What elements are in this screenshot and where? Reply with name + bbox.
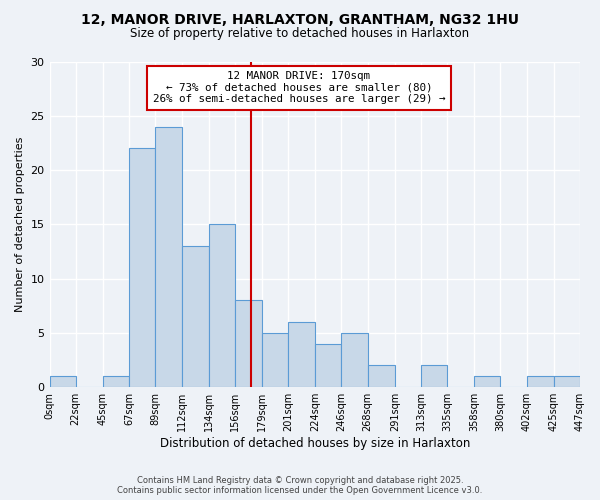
Bar: [155, 126, 182, 387]
Bar: [475, 376, 500, 387]
Bar: [368, 366, 395, 387]
Bar: [288, 322, 316, 387]
Bar: [103, 376, 129, 387]
Bar: [235, 300, 262, 387]
Bar: [182, 246, 209, 387]
Bar: [316, 344, 341, 387]
X-axis label: Distribution of detached houses by size in Harlaxton: Distribution of detached houses by size …: [160, 437, 470, 450]
Bar: [527, 376, 554, 387]
Y-axis label: Number of detached properties: Number of detached properties: [15, 136, 25, 312]
Bar: [262, 333, 288, 387]
Text: Contains HM Land Registry data © Crown copyright and database right 2025.
Contai: Contains HM Land Registry data © Crown c…: [118, 476, 482, 495]
Bar: [554, 376, 580, 387]
Bar: [209, 224, 235, 387]
Text: 12, MANOR DRIVE, HARLAXTON, GRANTHAM, NG32 1HU: 12, MANOR DRIVE, HARLAXTON, GRANTHAM, NG…: [81, 12, 519, 26]
Bar: [421, 366, 447, 387]
Text: 12 MANOR DRIVE: 170sqm
← 73% of detached houses are smaller (80)
26% of semi-det: 12 MANOR DRIVE: 170sqm ← 73% of detached…: [152, 72, 445, 104]
Text: Size of property relative to detached houses in Harlaxton: Size of property relative to detached ho…: [130, 28, 470, 40]
Bar: [129, 148, 155, 387]
Bar: [341, 333, 368, 387]
Bar: [50, 376, 76, 387]
